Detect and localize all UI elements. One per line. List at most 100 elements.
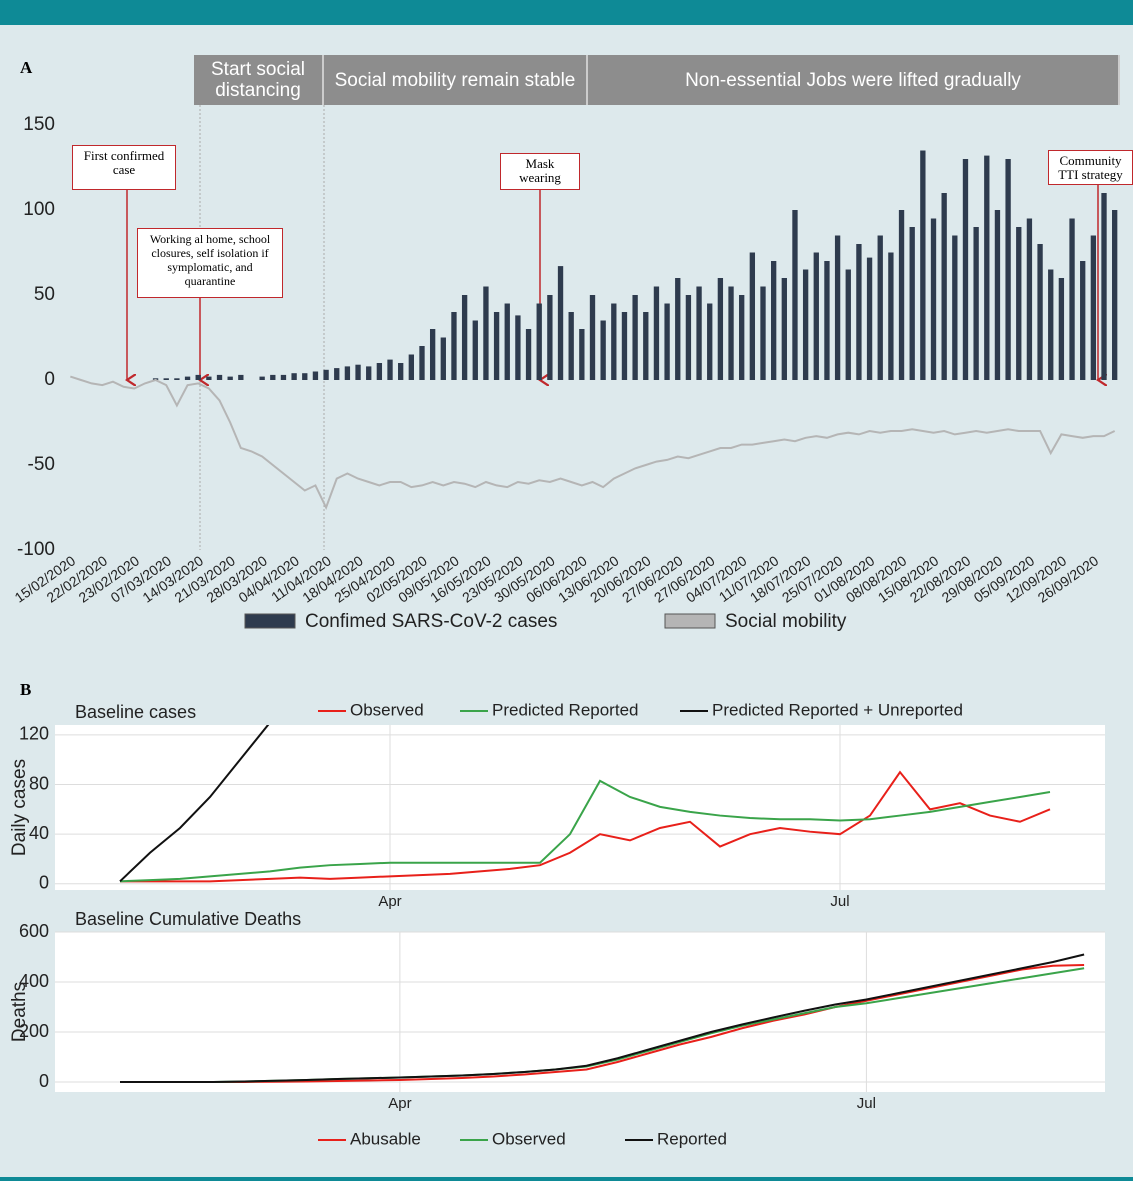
bar (717, 278, 724, 380)
bar (163, 378, 169, 380)
bar (568, 312, 574, 380)
line (70, 375, 1116, 511)
bar (962, 159, 969, 380)
bar (547, 295, 553, 380)
bar (920, 150, 926, 380)
bar (280, 374, 287, 380)
bar (1080, 261, 1086, 380)
panel-label: B (20, 680, 32, 699)
x-tick-label: Jul (830, 893, 849, 910)
bar (451, 312, 457, 380)
bar (536, 303, 542, 380)
y-tick-label: 0 (39, 873, 49, 893)
line (120, 964, 1085, 1083)
bar (408, 354, 415, 380)
legend-label: Abusable (350, 1129, 421, 1148)
bar (877, 235, 883, 380)
bar (707, 303, 713, 380)
bar (355, 364, 361, 380)
top-band (0, 0, 1133, 25)
bar (973, 227, 979, 380)
legend-label: Social mobility (725, 611, 847, 632)
bar (1037, 244, 1043, 380)
bar (238, 374, 244, 380)
bar (866, 257, 873, 380)
bar (1026, 218, 1033, 380)
bar (909, 227, 915, 380)
bar (781, 278, 787, 380)
bar (1112, 210, 1118, 380)
bar (952, 235, 958, 380)
bar (302, 373, 308, 380)
bar (1069, 218, 1075, 380)
bar (994, 210, 1001, 380)
legend-label: Predicted Reported + Unreported (712, 700, 963, 719)
bar (749, 252, 756, 380)
plot-bg (55, 725, 1105, 890)
y-tick-label: 150 (23, 114, 55, 135)
bar (557, 266, 564, 380)
legend-label: Predicted Reported (492, 700, 638, 719)
legend-swatch (244, 613, 296, 629)
bar (398, 363, 404, 380)
bar (174, 378, 180, 380)
bar (898, 210, 905, 380)
bar (664, 303, 670, 380)
chart-title: Baseline cases (75, 702, 196, 722)
bar (888, 252, 894, 380)
bar (227, 376, 233, 380)
bar (366, 366, 372, 380)
bar (440, 337, 446, 380)
bar (493, 312, 500, 380)
bar (525, 329, 532, 380)
bar (1048, 269, 1054, 380)
bar (216, 374, 223, 380)
line (119, 725, 270, 883)
bar (1005, 159, 1011, 380)
legend-label: Confimed SARS-CoV-2 cases (305, 611, 557, 632)
y-tick-label: 120 (19, 724, 49, 744)
y-tick-label: -100 (17, 539, 55, 560)
bar (802, 269, 809, 380)
bar (184, 376, 191, 380)
x-tick-label: Apr (388, 1095, 411, 1112)
bar (483, 286, 489, 380)
bar (312, 371, 319, 380)
annotation: Mask wearing (500, 153, 580, 190)
bar (504, 303, 510, 380)
bar (845, 269, 851, 380)
bar (600, 320, 606, 380)
y-axis-title: Deaths (9, 982, 30, 1042)
panel-label: A (20, 58, 33, 77)
bar (611, 303, 617, 380)
x-tick-label: Apr (378, 893, 401, 910)
bar (259, 376, 265, 380)
bar (770, 261, 777, 380)
bar (461, 295, 468, 380)
phase-box: Start social distancing (194, 55, 324, 105)
bar (195, 374, 201, 380)
bar (813, 252, 819, 380)
bar (515, 315, 521, 380)
bar (206, 376, 212, 380)
y-tick-label: 0 (44, 369, 55, 390)
bar (589, 295, 596, 380)
bar (675, 278, 681, 380)
bar (984, 155, 990, 380)
y-tick-label: -50 (28, 454, 55, 475)
line (119, 779, 1051, 883)
y-tick-label: 400 (19, 971, 49, 991)
y-tick-label: 600 (19, 921, 49, 941)
bar (387, 359, 393, 380)
bar (1016, 227, 1022, 380)
phase-box: Social mobility remain stable (324, 55, 588, 105)
bar (834, 235, 841, 380)
bar (696, 286, 702, 380)
bar (653, 286, 660, 380)
y-axis-title: Daily cases (9, 759, 30, 856)
y-tick-label: 100 (23, 199, 55, 220)
y-tick-label: 50 (34, 284, 55, 305)
bar (621, 312, 628, 380)
